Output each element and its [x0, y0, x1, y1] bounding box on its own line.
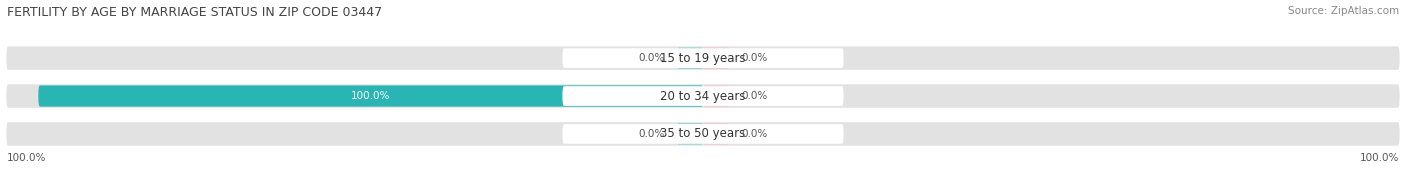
FancyBboxPatch shape — [562, 48, 844, 68]
FancyBboxPatch shape — [703, 48, 728, 69]
FancyBboxPatch shape — [703, 85, 728, 107]
Text: 100.0%: 100.0% — [7, 153, 46, 163]
Text: 20 to 34 years: 20 to 34 years — [661, 90, 745, 103]
FancyBboxPatch shape — [678, 48, 703, 69]
FancyBboxPatch shape — [562, 86, 844, 106]
FancyBboxPatch shape — [562, 124, 844, 144]
Text: 100.0%: 100.0% — [1360, 153, 1399, 163]
Text: Source: ZipAtlas.com: Source: ZipAtlas.com — [1288, 6, 1399, 16]
Text: 100.0%: 100.0% — [352, 91, 391, 101]
FancyBboxPatch shape — [678, 123, 703, 144]
Text: 0.0%: 0.0% — [741, 91, 768, 101]
FancyBboxPatch shape — [7, 122, 1399, 146]
Text: 0.0%: 0.0% — [638, 129, 665, 139]
Text: 0.0%: 0.0% — [638, 53, 665, 63]
FancyBboxPatch shape — [7, 84, 1399, 108]
Text: 0.0%: 0.0% — [741, 129, 768, 139]
Text: 0.0%: 0.0% — [741, 53, 768, 63]
Text: 35 to 50 years: 35 to 50 years — [661, 127, 745, 140]
Text: FERTILITY BY AGE BY MARRIAGE STATUS IN ZIP CODE 03447: FERTILITY BY AGE BY MARRIAGE STATUS IN Z… — [7, 6, 382, 19]
Text: 15 to 19 years: 15 to 19 years — [661, 52, 745, 65]
FancyBboxPatch shape — [7, 46, 1399, 70]
FancyBboxPatch shape — [38, 85, 703, 107]
FancyBboxPatch shape — [703, 123, 728, 144]
